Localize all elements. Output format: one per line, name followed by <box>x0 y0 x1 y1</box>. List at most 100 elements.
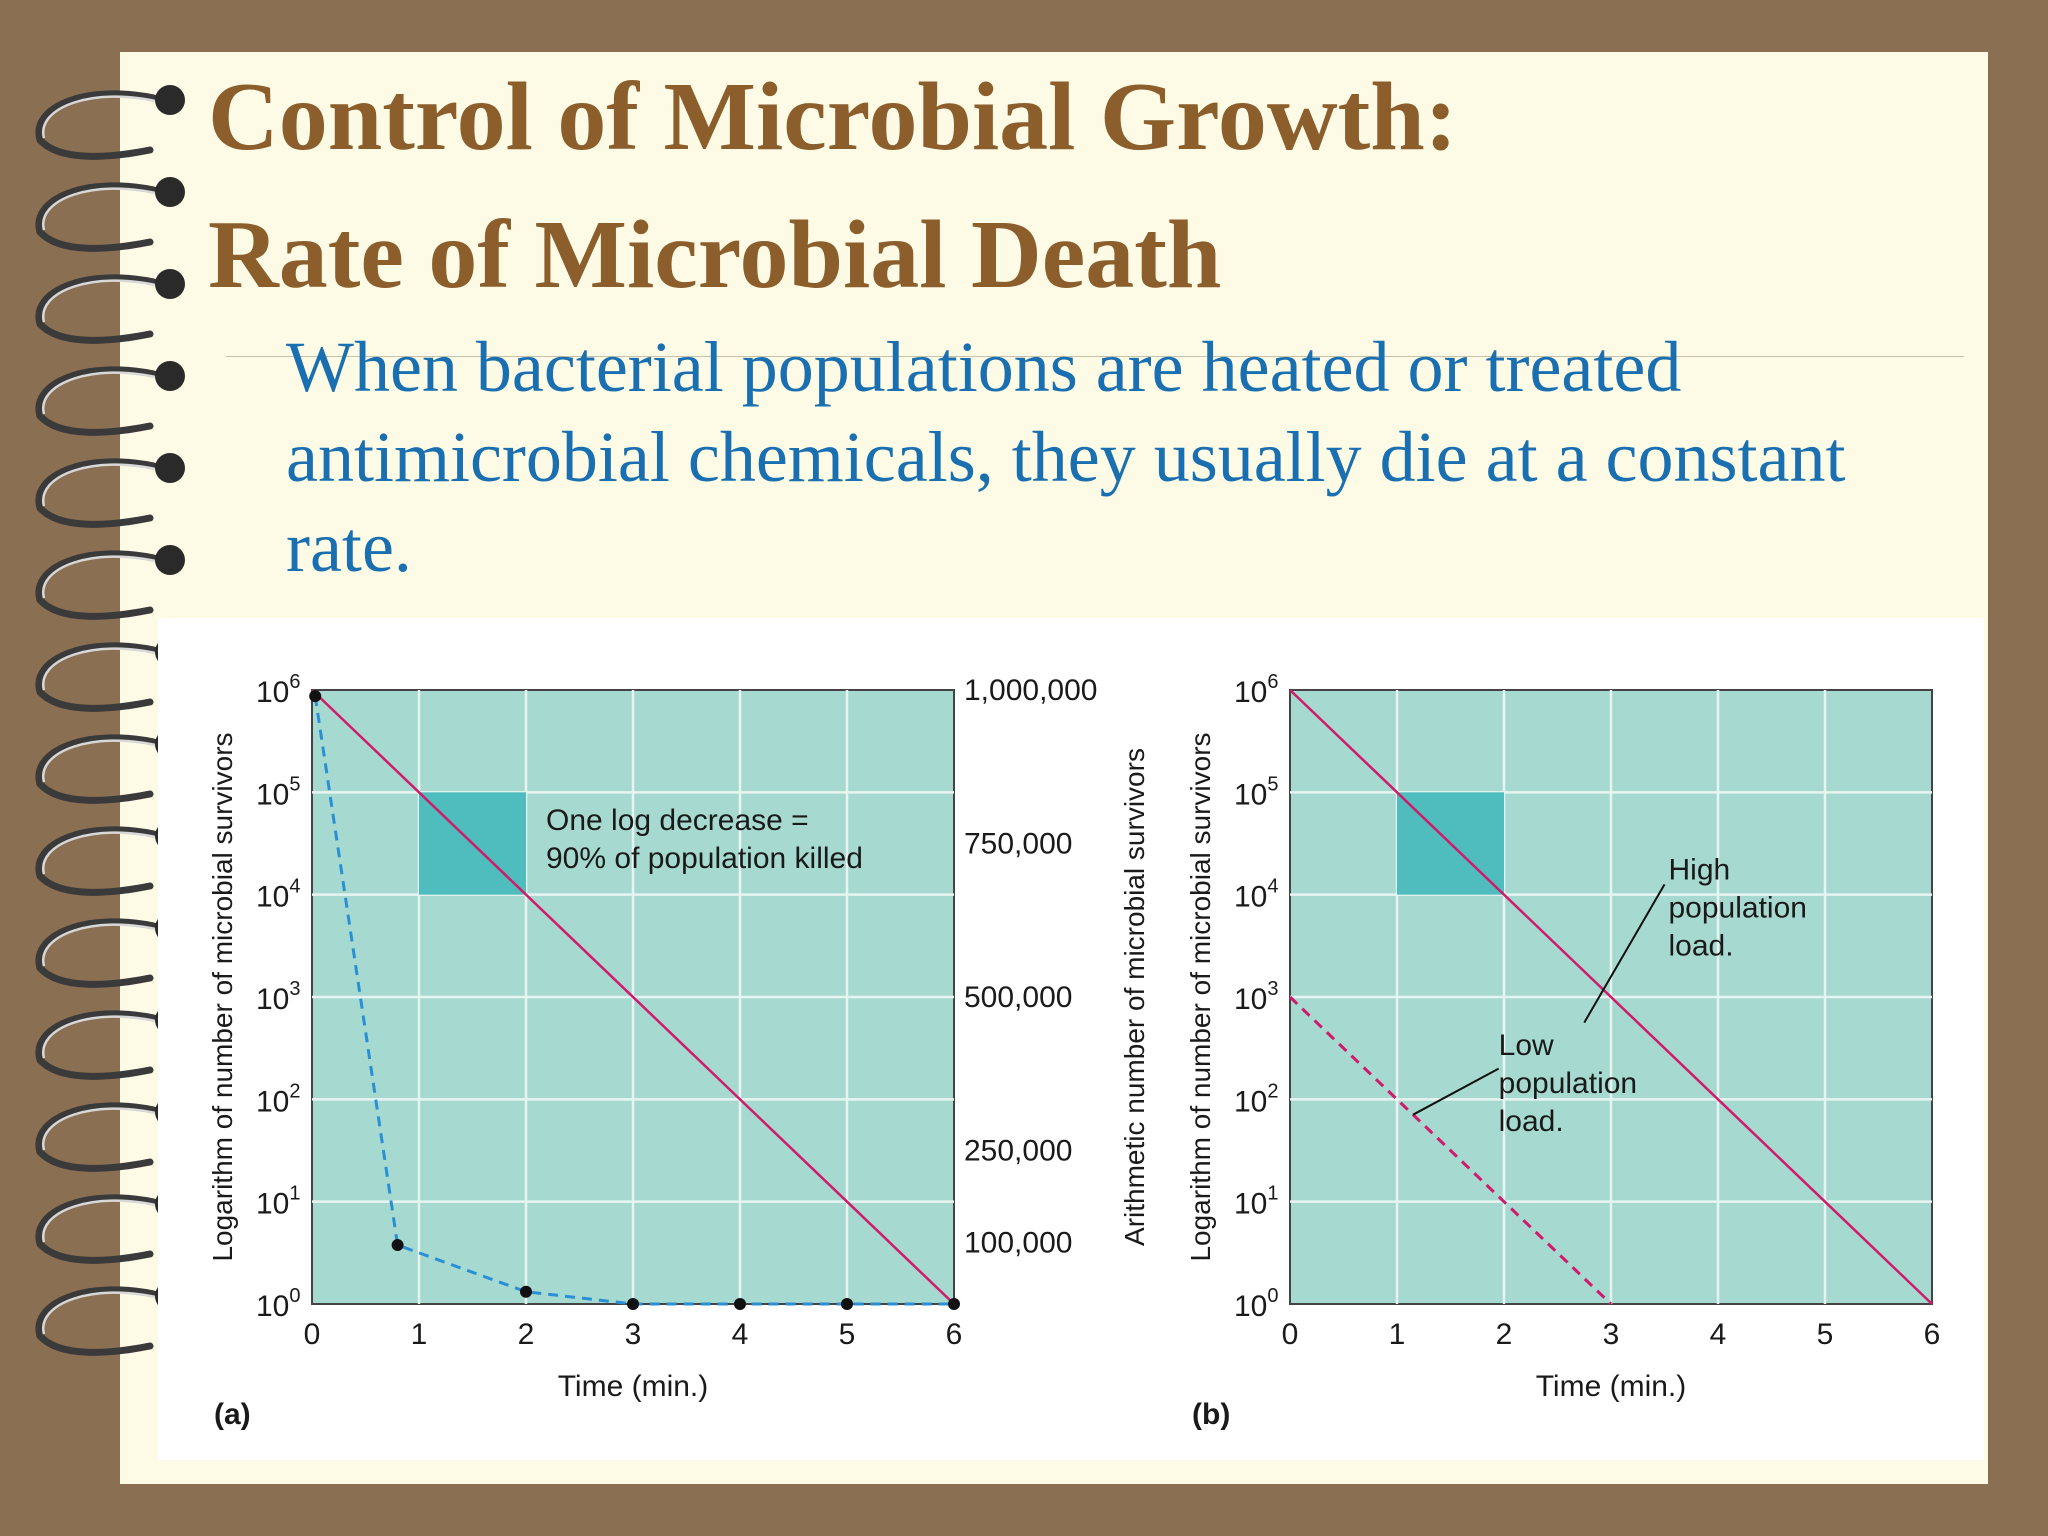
spiral-highlight <box>42 1291 161 1335</box>
y-tick-label: 104 <box>1234 876 1279 914</box>
annotation-text: One log decrease = <box>546 804 809 837</box>
y-tick-label: 102 <box>256 1080 301 1118</box>
data-point <box>391 1239 404 1252</box>
series-label-low: load. <box>1499 1105 1564 1138</box>
body-text: When bacterial populations are heated or… <box>286 327 1846 587</box>
spiral-ring <box>35 1102 166 1172</box>
chart-a: 0 1 2 3 4 5 6 100 101 102 103 104 105 106 Time (min.) L… <box>207 671 1150 1431</box>
y-tick-label: 106 <box>1234 671 1279 709</box>
spiral-highlight <box>42 555 161 599</box>
divider-line <box>226 356 1964 357</box>
y-tick-label: 100 <box>256 1285 301 1323</box>
y-tick-label: 102 <box>1234 1080 1279 1118</box>
x-tick-label: 6 <box>946 1318 963 1351</box>
x-tick-label: 6 <box>1924 1318 1941 1351</box>
data-point <box>734 1298 746 1310</box>
slide-title-line1: Control of Microbial Growth: <box>208 63 1458 171</box>
series-label-low: population <box>1499 1067 1637 1100</box>
series-label-high: High <box>1669 853 1731 886</box>
spiral-ring <box>35 90 166 160</box>
binding-hole <box>155 177 185 207</box>
y-axis-label: Logarithm of number of microbial survivo… <box>207 732 238 1261</box>
x-tick-label: 3 <box>625 1318 642 1351</box>
x-tick-label: 4 <box>732 1318 749 1351</box>
leader-line-high <box>1583 883 1666 1024</box>
low-load-line <box>1288 995 1613 1306</box>
spiral-ring <box>35 1010 166 1080</box>
series-label-high: population <box>1669 891 1807 924</box>
binding-hole <box>155 269 185 299</box>
y-tick-label: 103 <box>1234 978 1279 1016</box>
leader-line-low <box>1412 1067 1500 1116</box>
spiral-highlight <box>42 923 161 967</box>
spiral-highlight <box>42 95 161 139</box>
spiral-ring <box>35 642 166 712</box>
y2-tick-label: 1,000,000 <box>964 674 1097 707</box>
y-tick-label: 104 <box>256 876 301 914</box>
y-tick-label: 101 <box>1234 1183 1279 1221</box>
y-axis-label: Logarithm of number of microbial survivo… <box>1185 732 1216 1261</box>
slide-title: Control of Microbial Growth: Rate of Mic… <box>208 48 1457 324</box>
y-tick-label: 103 <box>256 978 301 1016</box>
binding-hole <box>155 545 185 575</box>
x-tick-label: 2 <box>1496 1318 1513 1351</box>
spiral-highlight <box>42 279 161 323</box>
data-point <box>520 1285 532 1298</box>
x-tick-label: 0 <box>1282 1318 1299 1351</box>
panel-label: (a) <box>214 1398 251 1431</box>
x-tick-label: 5 <box>839 1318 856 1351</box>
y2-tick-label: 100,000 <box>964 1227 1072 1260</box>
spiral-ring <box>35 458 166 528</box>
slide-title-line2: Rate of Microbial Death <box>208 201 1222 309</box>
spiral-ring <box>35 550 166 620</box>
spiral-highlight <box>42 187 161 231</box>
spiral-highlight <box>42 739 161 783</box>
x-axis-label: Time (min.) <box>558 1370 709 1403</box>
x-tick-label: 1 <box>411 1318 428 1351</box>
series-label-high: load. <box>1669 929 1734 962</box>
binding-hole <box>155 85 185 115</box>
data-point <box>948 1298 960 1310</box>
y2-axis-label: Arithmetic number of microbial survivors <box>1119 748 1150 1246</box>
x-axis-label: Time (min.) <box>1536 1370 1687 1403</box>
y2-tick-label: 750,000 <box>964 828 1072 861</box>
spiral-ring <box>35 918 166 988</box>
data-point <box>309 690 322 703</box>
spiral-highlight <box>42 371 161 415</box>
y2-tick-label: 250,000 <box>964 1135 1072 1168</box>
log-survivor-line <box>311 689 955 1305</box>
spiral-highlight <box>42 1107 161 1151</box>
y-tick-label: 105 <box>1234 773 1279 811</box>
y-tick-label: 105 <box>256 773 301 811</box>
annotation-text: 90% of population killed <box>546 842 863 875</box>
chart-b: 0 1 2 3 4 5 6 100 101 102 103 104 105 106 Time (min.) L… <box>1185 671 1940 1431</box>
x-tick-label: 0 <box>304 1318 321 1351</box>
y2-tick-label: 500,000 <box>964 981 1072 1014</box>
spiral-highlight <box>42 1015 161 1059</box>
spiral-ring <box>35 1286 166 1356</box>
x-tick-label: 3 <box>1603 1318 1620 1351</box>
y-tick-label: 106 <box>256 671 301 709</box>
spiral-ring <box>35 734 166 804</box>
binding-hole <box>155 453 185 483</box>
panel-label: (b) <box>1192 1398 1230 1431</box>
spiral-highlight <box>42 831 161 875</box>
x-tick-label: 4 <box>1710 1318 1727 1351</box>
spiral-ring <box>35 366 166 436</box>
data-point <box>841 1298 853 1310</box>
x-tick-label: 5 <box>1817 1318 1834 1351</box>
series-label-low: Low <box>1499 1029 1554 1062</box>
spiral-ring <box>35 826 166 896</box>
binding-hole <box>155 361 185 391</box>
high-load-line <box>1289 689 1933 1305</box>
x-tick-label: 2 <box>518 1318 535 1351</box>
spiral-ring <box>35 182 166 252</box>
spiral-ring <box>35 1194 166 1264</box>
spiral-ring <box>35 274 166 344</box>
y-tick-label: 101 <box>256 1183 301 1221</box>
spiral-highlight <box>42 647 161 691</box>
x-tick-label: 1 <box>1389 1318 1406 1351</box>
spiral-highlight <box>42 463 161 507</box>
data-point <box>627 1298 639 1310</box>
